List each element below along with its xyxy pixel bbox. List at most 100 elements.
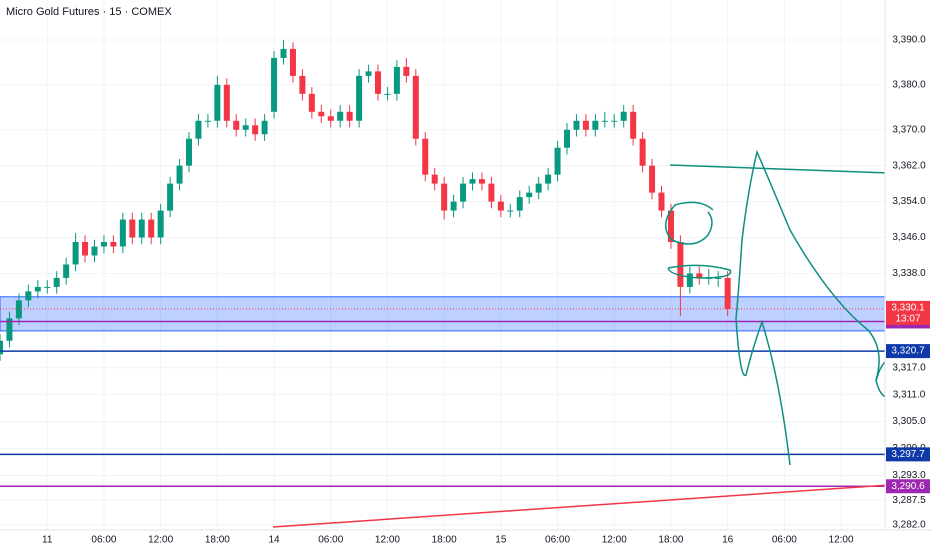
candle-body (412, 75, 419, 139)
candle-body (148, 219, 155, 238)
candle-body (516, 197, 523, 211)
y-tick-label: 3,305.0 (892, 416, 926, 427)
candle-body (318, 111, 325, 117)
candle-body (337, 111, 344, 121)
candle-body (72, 242, 79, 265)
current-label: 3,330.1 (891, 303, 925, 314)
candle-body (167, 183, 174, 211)
candle-body (450, 201, 457, 211)
candles (0, 39, 731, 361)
level-tag (886, 479, 930, 494)
drawing-path (735, 317, 791, 466)
x-tick-label: 06:00 (91, 535, 116, 546)
y-tick-label: 3,354.0 (892, 196, 926, 207)
y-tick-label: 3,293.0 (892, 470, 926, 481)
y-tick-label: 3,390.0 (892, 35, 926, 46)
candle-body (327, 116, 334, 121)
y-tick-label: 3,362.0 (892, 160, 926, 171)
candle-body (100, 242, 107, 247)
candle-body (497, 201, 504, 211)
y-tick-label: 3,370.0 (892, 124, 926, 135)
trend-line (272, 484, 890, 528)
levels (0, 308, 885, 487)
candle-body (186, 138, 192, 166)
candle-body (195, 120, 202, 139)
candle-body (649, 165, 656, 193)
grid (0, 0, 885, 530)
candle-body (299, 75, 306, 94)
y-tick-label: 3,317.0 (892, 362, 926, 373)
candle-body (129, 219, 136, 238)
candle-body (261, 120, 268, 135)
x-tick-label: 12:00 (829, 535, 854, 546)
x-tick-label: 18:00 (205, 535, 230, 546)
candle-body (507, 210, 514, 212)
drawings (665, 149, 894, 466)
x-tick-label: 16 (722, 535, 734, 546)
x-tick-label: 18:00 (658, 535, 683, 546)
level-tag (886, 344, 930, 359)
candle-body (469, 179, 476, 184)
candle-body (630, 111, 637, 139)
candle-body (289, 48, 296, 76)
drawing-line (669, 164, 890, 174)
candle-body (356, 75, 363, 121)
candle-body (601, 120, 608, 122)
chart-title: Micro Gold Futures · 15 · COMEX (6, 6, 172, 18)
candle-body (620, 111, 627, 121)
y-tick-label: 3,311.0 (893, 389, 926, 400)
x-tick-label: 15 (495, 535, 507, 546)
x-tick-label: 18:00 (432, 535, 457, 546)
candle-body (280, 48, 287, 58)
candle-body (252, 125, 259, 135)
candle-body (308, 93, 315, 112)
x-tick-label: 12:00 (148, 535, 173, 546)
x-tick-label: 06:00 (772, 535, 797, 546)
x-tick-label: 14 (268, 535, 280, 546)
candle-body (582, 120, 589, 130)
y-tick-label: 3,346.0 (892, 232, 926, 243)
y-tick-label: 3,282.0 (892, 519, 926, 530)
candle-body (715, 277, 722, 279)
candle-body (535, 183, 542, 193)
level-tag (886, 447, 930, 462)
x-tick-label: 06:00 (545, 535, 570, 546)
candle-body (375, 71, 381, 94)
candle-body (271, 57, 278, 112)
zone-layer (0, 296, 886, 332)
level-label: 3,297.7 (891, 449, 925, 460)
candle-body (431, 174, 438, 184)
x-tick-label: 12:00 (602, 535, 627, 546)
candle-body (478, 179, 485, 184)
candle-body (422, 138, 429, 175)
candle-body (545, 174, 552, 184)
candle-body (573, 120, 580, 130)
price-axis (885, 0, 932, 530)
candle-body (0, 340, 3, 355)
candle-body (34, 286, 41, 292)
candle-body (611, 120, 618, 122)
candle-body (460, 183, 467, 202)
candle-body (526, 192, 533, 198)
candle-body (63, 264, 70, 278)
candle-body (110, 242, 117, 247)
candle-body (554, 147, 561, 175)
x-tick-label: 06:00 (318, 535, 343, 546)
current-tag (886, 300, 930, 325)
candle-body (639, 138, 646, 166)
y-tick-label: 3,338.0 (892, 268, 926, 279)
candle-body (82, 242, 89, 256)
candle-body (667, 210, 674, 242)
candle-body (214, 84, 221, 121)
zone (0, 296, 886, 332)
x-tick-label: 12:00 (375, 535, 400, 546)
candle-body (393, 66, 400, 94)
candle-body (658, 192, 665, 211)
x-tick-label: 11 (42, 535, 53, 546)
candle-body (488, 183, 495, 202)
candle-body (91, 246, 98, 256)
candle-body (204, 120, 211, 122)
countdown-label: 13:07 (895, 314, 920, 325)
candle-body (242, 125, 249, 130)
